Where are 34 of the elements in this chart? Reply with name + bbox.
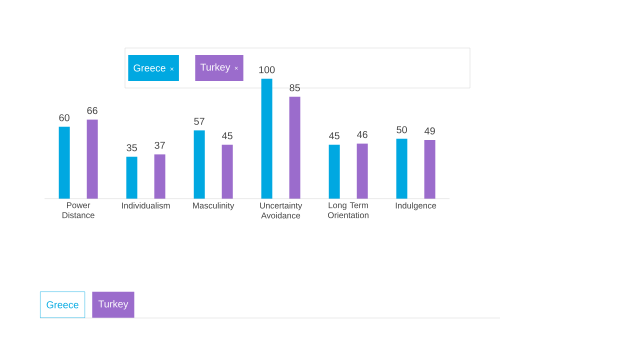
data-label: 57 — [194, 118, 204, 125]
bar — [222, 144, 233, 199]
text: Turkey — [200, 63, 230, 73]
data-label: 66 — [87, 107, 98, 114]
text: Greece — [134, 64, 166, 72]
data-label: 50 — [396, 126, 407, 134]
x-tick-label: Masculinity — [193, 202, 234, 210]
bar — [328, 144, 340, 199]
bar — [86, 120, 98, 199]
data-label: 45 — [328, 132, 340, 140]
data-label: 46 — [357, 131, 368, 138]
x-tick-label: Indulgence — [396, 202, 436, 210]
x-tick-label: Individualism — [122, 202, 170, 209]
bar — [261, 78, 272, 199]
data-label: 100 — [259, 66, 275, 74]
bar — [396, 138, 408, 199]
data-label: 60 — [59, 114, 70, 122]
bar — [126, 156, 138, 199]
data-label: 85 — [290, 84, 300, 92]
data-label: 35 — [126, 144, 137, 152]
data-label: 49 — [424, 127, 435, 134]
bar — [289, 96, 300, 199]
text: Turkey — [98, 300, 128, 310]
data-label: 37 — [154, 142, 165, 149]
bar — [194, 130, 205, 199]
x-tick-label: Power Distance — [62, 202, 94, 218]
text: Greece — [46, 301, 78, 308]
x-tick-label: Uncertainty Avoidance — [260, 202, 302, 218]
x-tick-label: Long Term Orientation — [328, 202, 368, 218]
bar — [58, 126, 70, 199]
bar — [424, 140, 436, 199]
bar — [154, 154, 166, 199]
bar — [356, 144, 368, 199]
data-label: 45 — [222, 132, 232, 140]
